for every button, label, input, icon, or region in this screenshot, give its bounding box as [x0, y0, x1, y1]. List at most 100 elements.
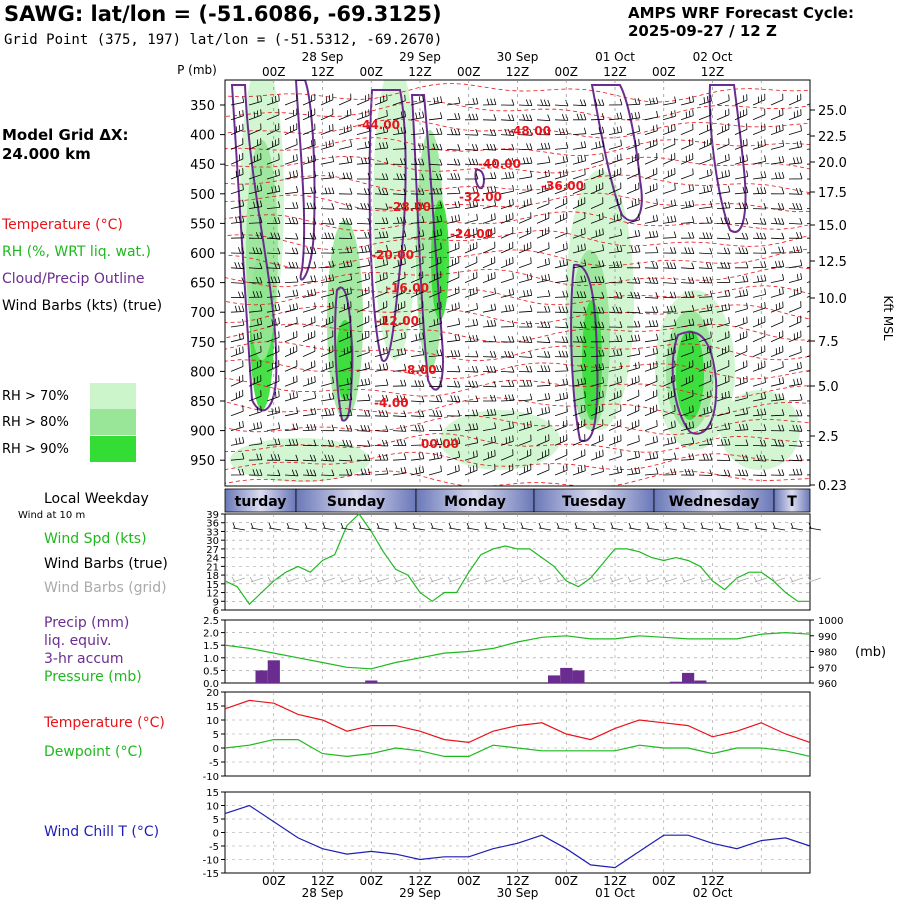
- height-tick-label-2: 20.0: [818, 156, 847, 171]
- wind-barb-430: [248, 290, 263, 298]
- cloud-outline-3: [368, 89, 407, 362]
- cloud-outline-2: [334, 286, 354, 422]
- wind-barb-124: [680, 138, 694, 150]
- wind-barb-419: [644, 276, 659, 284]
- legend-cloud: Cloud/Precip Outline: [2, 271, 145, 287]
- temperature-contour-10: [225, 266, 810, 288]
- wind-barb-269: [320, 217, 335, 225]
- xs-overlays: [225, 80, 810, 486]
- wind-barb-810: [554, 448, 568, 461]
- wind-barb-334: [302, 247, 317, 254]
- pressure-right-tick-label-1: 990: [818, 632, 837, 643]
- wind-barb-377: [482, 256, 496, 269]
- wind-barb-722: [752, 408, 767, 417]
- wind-barb-826: [248, 469, 263, 476]
- wind-barb-216: [554, 183, 568, 195]
- wind-barb-647: [590, 376, 604, 387]
- wind-barb-643: [518, 379, 533, 387]
- wind-barb-350: [590, 244, 605, 254]
- wind-barb-391: [735, 261, 749, 269]
- wind-barb-1: [248, 95, 262, 106]
- wind-barb-576: [500, 350, 515, 358]
- wind-barb-702: [392, 410, 407, 418]
- wind-barb-646: [572, 377, 587, 387]
- surface-barb-grid-7: [357, 576, 372, 583]
- wind-barb-305: [374, 231, 389, 239]
- wind-barb-276: [446, 214, 461, 224]
- wind-barb-699: [338, 409, 353, 417]
- wind-barb-795: [284, 454, 299, 462]
- wind-barb-738: [446, 423, 461, 431]
- wind-barb-749: [644, 420, 658, 431]
- wind-barb-707: [482, 408, 497, 417]
- wind-barb-834: [392, 466, 407, 476]
- wind-barb-613: [572, 363, 587, 372]
- wind-barb-790: [788, 440, 803, 447]
- wind-barb-700: [356, 409, 371, 417]
- wind-barb-546: [554, 336, 569, 343]
- wind-barb-168: [284, 170, 299, 180]
- temperature-contour-label-6: -24.00: [450, 227, 493, 241]
- wind-barb-579: [554, 350, 569, 358]
- bottom-date-label-0: 28 Sep: [302, 886, 344, 900]
- wind-barb-662: [266, 390, 280, 402]
- wind-barb-803: [428, 451, 443, 461]
- surface-barb-true-28: [736, 522, 750, 531]
- station-title: SAWG: lat/lon = (-51.6086, -69.3125): [4, 2, 442, 26]
- wind-barb-174: [392, 173, 407, 181]
- wind-barb-627: [230, 374, 244, 387]
- wind-barb-724: [788, 409, 803, 417]
- wind-barb-768: [392, 439, 407, 446]
- wind-barb-340: [410, 243, 424, 254]
- temp-series-0: [224, 699, 811, 744]
- wind-barb-97: [788, 124, 802, 135]
- wind-barb-446: [536, 289, 551, 298]
- wind-barb-739: [464, 423, 479, 431]
- wind-barb-180: [500, 171, 515, 180]
- wind-barb-303: [338, 232, 353, 239]
- pressure-tick-label-8: 750: [190, 336, 215, 351]
- wind-barb-718: [680, 405, 694, 417]
- cloud-outline-9: [474, 168, 485, 190]
- height-tick-label-0: 25.0: [818, 104, 847, 119]
- temperature-contour-13: [225, 323, 810, 343]
- wind-barb-705: [446, 409, 461, 417]
- wind-barb-69: [284, 123, 298, 135]
- wind-barb-640: [464, 380, 479, 388]
- surface-barb-grid-1: [249, 576, 264, 583]
- wind-barb-565: [302, 345, 316, 357]
- wind-barb-536: [374, 331, 388, 343]
- wind-barb-712: [572, 405, 586, 417]
- wind-barb-708: [500, 407, 515, 417]
- wind-barb-236: [320, 203, 335, 210]
- wind-barb-427: [788, 273, 802, 283]
- wind-barb-656: [752, 376, 766, 387]
- legend-temperature: Temperature (°C): [2, 217, 123, 233]
- wind-barb-577: [518, 351, 533, 358]
- wind-barb-92: [698, 123, 712, 135]
- wind-barb-733: [356, 424, 371, 432]
- wind-barb-122: [644, 138, 658, 150]
- wind-barb-183: [554, 169, 568, 180]
- wind-barb-401: [320, 274, 335, 283]
- rh-80-swatch: [90, 409, 136, 435]
- wind-barb-272: [374, 217, 389, 224]
- wind-barb-663: [284, 391, 298, 402]
- wind-barb-243: [446, 201, 461, 209]
- surface-barb-grid-8: [375, 576, 390, 583]
- wind-barb-817: [680, 453, 695, 461]
- wind-barb-644: [536, 379, 551, 387]
- wind-barb-470: [374, 300, 388, 313]
- wind-barb-838: [464, 464, 478, 476]
- wind-barb-294: [770, 217, 785, 225]
- wind-barb-103: [302, 138, 316, 150]
- height-tick-label-7: 7.5: [818, 335, 839, 350]
- wind-barb-777: [554, 434, 568, 446]
- wind-barb-43: [410, 111, 425, 121]
- wind-barb-784: [680, 437, 695, 446]
- windchill-label: Wind Chill T (°C): [44, 824, 160, 840]
- forecast-cycle-label: AMPS WRF Forecast Cycle:: [628, 4, 854, 22]
- wind-barb-155: [644, 152, 658, 165]
- wind-barb-550: [626, 334, 641, 343]
- wind-barb-631: [302, 376, 316, 387]
